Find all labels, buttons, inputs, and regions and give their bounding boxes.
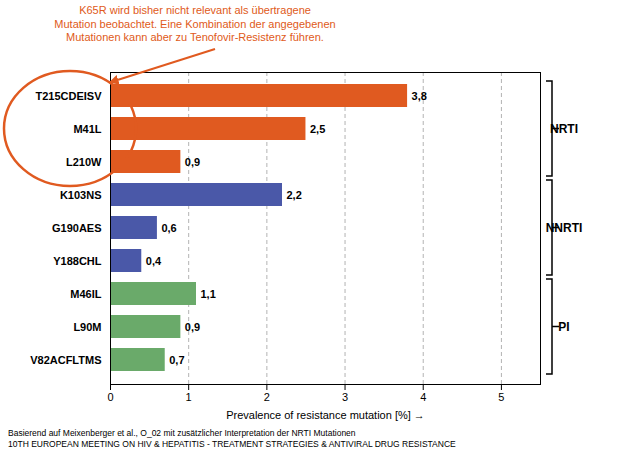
svg-text:K65R wird bisher nicht relevan: K65R wird bisher nicht relevant als über… [54,4,335,43]
svg-text:M41L: M41L [73,123,101,135]
svg-text:T215CDEISV: T215CDEISV [35,90,102,102]
svg-text:0,9: 0,9 [185,156,200,168]
svg-text:1,1: 1,1 [201,288,216,300]
svg-text:3: 3 [342,391,348,403]
svg-text:4: 4 [420,391,426,403]
svg-text:0,4: 0,4 [146,255,162,267]
html-text:Basierend auf Meixenberger et: Basierend auf Meixenberger et al., O_02 … [8,428,356,438]
svg-text:2,5: 2,5 [310,123,325,135]
svg-text:PI: PI [558,320,569,334]
svg-text:G190AES: G190AES [52,222,102,234]
svg-text:0: 0 [107,391,113,403]
svg-text:0,7: 0,7 [169,354,184,366]
svg-text:Prevalence of resistance mutat: Prevalence of resistance mutation [%] → [226,409,425,421]
html-text:10TH EUROPEAN MEETING ON HIV &: 10TH EUROPEAN MEETING ON HIV & HEPATITIS… [8,439,456,449]
svg-text:NRTI: NRTI [550,122,578,136]
svg-text:0,6: 0,6 [161,222,176,234]
svg-text:1: 1 [186,391,192,403]
svg-text:V82ACFLTMS: V82ACFLTMS [30,354,101,366]
svg-text:2,2: 2,2 [287,189,302,201]
svg-text:L90M: L90M [73,321,101,333]
svg-text:Y188CHL: Y188CHL [53,255,102,267]
svg-text:M46IL: M46IL [70,288,101,300]
svg-text:L210W: L210W [66,156,102,168]
svg-text:5: 5 [498,391,504,403]
svg-text:NNRTI: NNRTI [546,221,583,235]
svg-text:0,9: 0,9 [185,321,200,333]
svg-text:2: 2 [264,391,270,403]
svg-text:3,8: 3,8 [412,90,427,102]
svg-text:K103NS: K103NS [60,189,102,201]
